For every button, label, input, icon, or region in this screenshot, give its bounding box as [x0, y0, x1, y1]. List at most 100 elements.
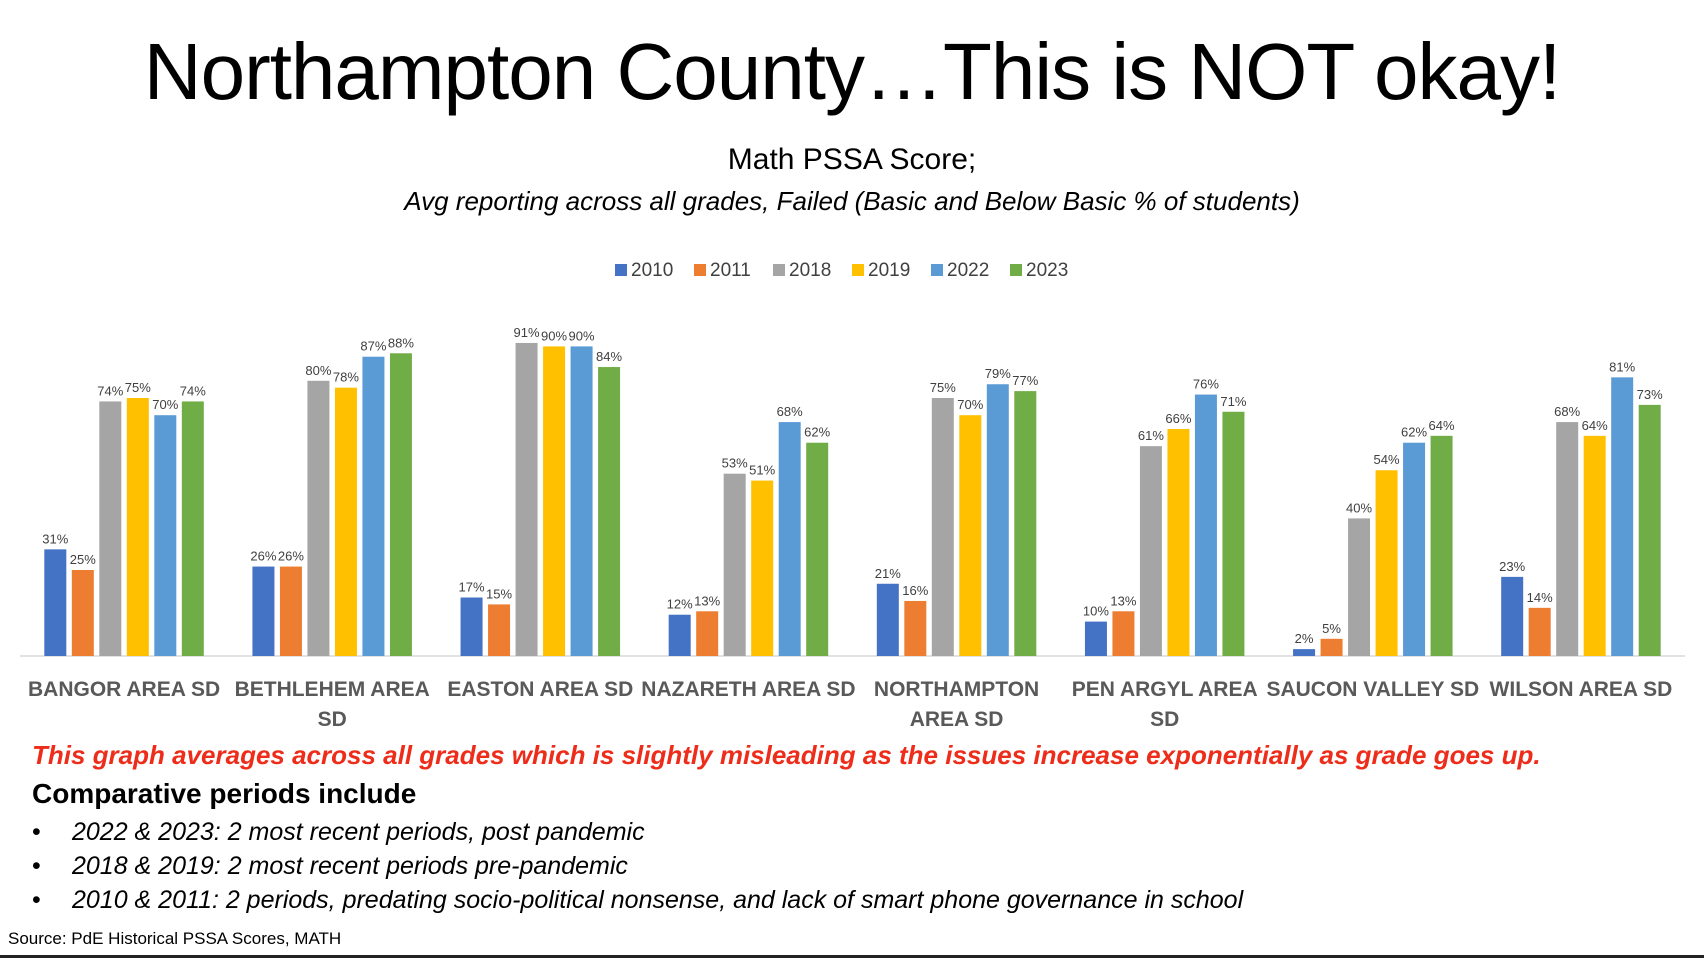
legend-label: 2018 [789, 260, 831, 281]
data-label: 78% [333, 370, 359, 385]
category-label: BANGOR AREA SD [28, 678, 220, 701]
data-label: 77% [1012, 373, 1038, 388]
data-label: 71% [1220, 394, 1246, 409]
bar [806, 442, 829, 656]
bar [668, 614, 691, 656]
bottom-divider [0, 955, 1704, 958]
bar [181, 401, 204, 656]
data-label: 75% [930, 380, 956, 395]
chart-subtitle-detail: Avg reporting across all grades, Failed … [404, 186, 1300, 216]
data-label: 91% [514, 325, 540, 340]
bar [1014, 391, 1037, 656]
bar [154, 415, 177, 656]
data-label: 75% [125, 380, 151, 395]
bar [1320, 638, 1343, 656]
bar [488, 604, 511, 656]
bar [1139, 446, 1162, 656]
data-label: 84% [596, 349, 622, 364]
data-label: 5% [1322, 621, 1341, 636]
bar [1501, 576, 1524, 656]
category-label: SD [318, 708, 347, 731]
legend-swatch [773, 264, 785, 276]
category-label: WILSON AREA SD [1490, 678, 1673, 701]
legend-swatch [852, 264, 864, 276]
data-label: 74% [97, 383, 123, 398]
category-label: NORTHAMPTON [874, 678, 1039, 701]
data-label: 81% [1609, 359, 1635, 374]
bar [543, 346, 566, 656]
data-label: 90% [569, 328, 595, 343]
data-label: 13% [694, 593, 720, 608]
category-label: BETHLEHEM AREA [235, 678, 430, 701]
bar [1293, 649, 1316, 656]
bar [99, 401, 122, 656]
data-label: 12% [667, 597, 693, 612]
data-label: 87% [360, 339, 386, 354]
data-label: 40% [1346, 500, 1372, 515]
bar [751, 480, 774, 656]
bar [1430, 435, 1453, 656]
bar [598, 367, 621, 656]
bar [126, 398, 149, 656]
legend-swatch [615, 264, 627, 276]
warning-note: This graph averages across all grades wh… [32, 740, 1541, 770]
category-label: SAUCON VALLEY SD [1266, 678, 1479, 701]
data-label: 31% [42, 531, 68, 546]
bar [279, 566, 302, 656]
legend-swatch [931, 264, 943, 276]
bar [986, 384, 1009, 656]
legend-swatch [694, 264, 706, 276]
bullet-glyph: • [32, 852, 41, 880]
bar [931, 398, 954, 656]
bar [1222, 411, 1245, 656]
bar [334, 387, 357, 656]
category-label: NAZARETH AREA SD [641, 678, 855, 701]
data-label: 26% [250, 549, 276, 564]
chart-subtitle: Math PSSA Score; [727, 143, 977, 176]
bar [1528, 607, 1551, 656]
data-label: 62% [804, 425, 830, 440]
period-text: 2010 & 2011: 2 periods, predating socio-… [72, 886, 1244, 914]
period-text: 2022 & 2023: 2 most recent periods, post… [72, 818, 645, 846]
bar [959, 415, 982, 656]
bar [778, 422, 801, 656]
data-label: 16% [902, 583, 928, 598]
bar [1403, 442, 1426, 656]
bar [1194, 394, 1217, 656]
bar [1167, 428, 1190, 656]
data-label: 21% [875, 566, 901, 581]
period-item: • 2018 & 2019: 2 most recent periods pre-… [28, 849, 1243, 883]
bar [1112, 611, 1135, 656]
data-label: 73% [1637, 387, 1663, 402]
bar [876, 583, 899, 656]
periods-list: • 2022 & 2023: 2 most recent periods, pos… [28, 815, 1243, 917]
category-label: EASTON AREA SD [447, 678, 633, 701]
legend-label: 2011 [710, 260, 751, 281]
bar [71, 570, 94, 656]
data-label: 62% [1401, 425, 1427, 440]
data-label: 10% [1083, 604, 1109, 619]
bar [307, 380, 330, 656]
data-label: 68% [1554, 404, 1580, 419]
data-label: 61% [1138, 428, 1164, 443]
bar [696, 611, 719, 656]
data-label: 23% [1499, 559, 1525, 574]
data-label: 80% [305, 363, 331, 378]
data-label: 64% [1429, 418, 1455, 433]
bar [515, 342, 538, 656]
bar [389, 353, 412, 656]
data-label: 88% [388, 335, 414, 350]
bar [44, 549, 67, 656]
data-label: 74% [180, 383, 206, 398]
data-label: 54% [1374, 452, 1400, 467]
slide-title: Northampton County…This is NOT okay! [143, 27, 1561, 116]
bar [723, 473, 746, 656]
data-label: 14% [1527, 590, 1553, 605]
data-label: 26% [278, 549, 304, 564]
data-label: 51% [749, 463, 775, 478]
bar [362, 356, 385, 656]
period-item: • 2022 & 2023: 2 most recent periods, pos… [28, 815, 1243, 849]
bar [1084, 621, 1107, 656]
bar [460, 597, 483, 656]
